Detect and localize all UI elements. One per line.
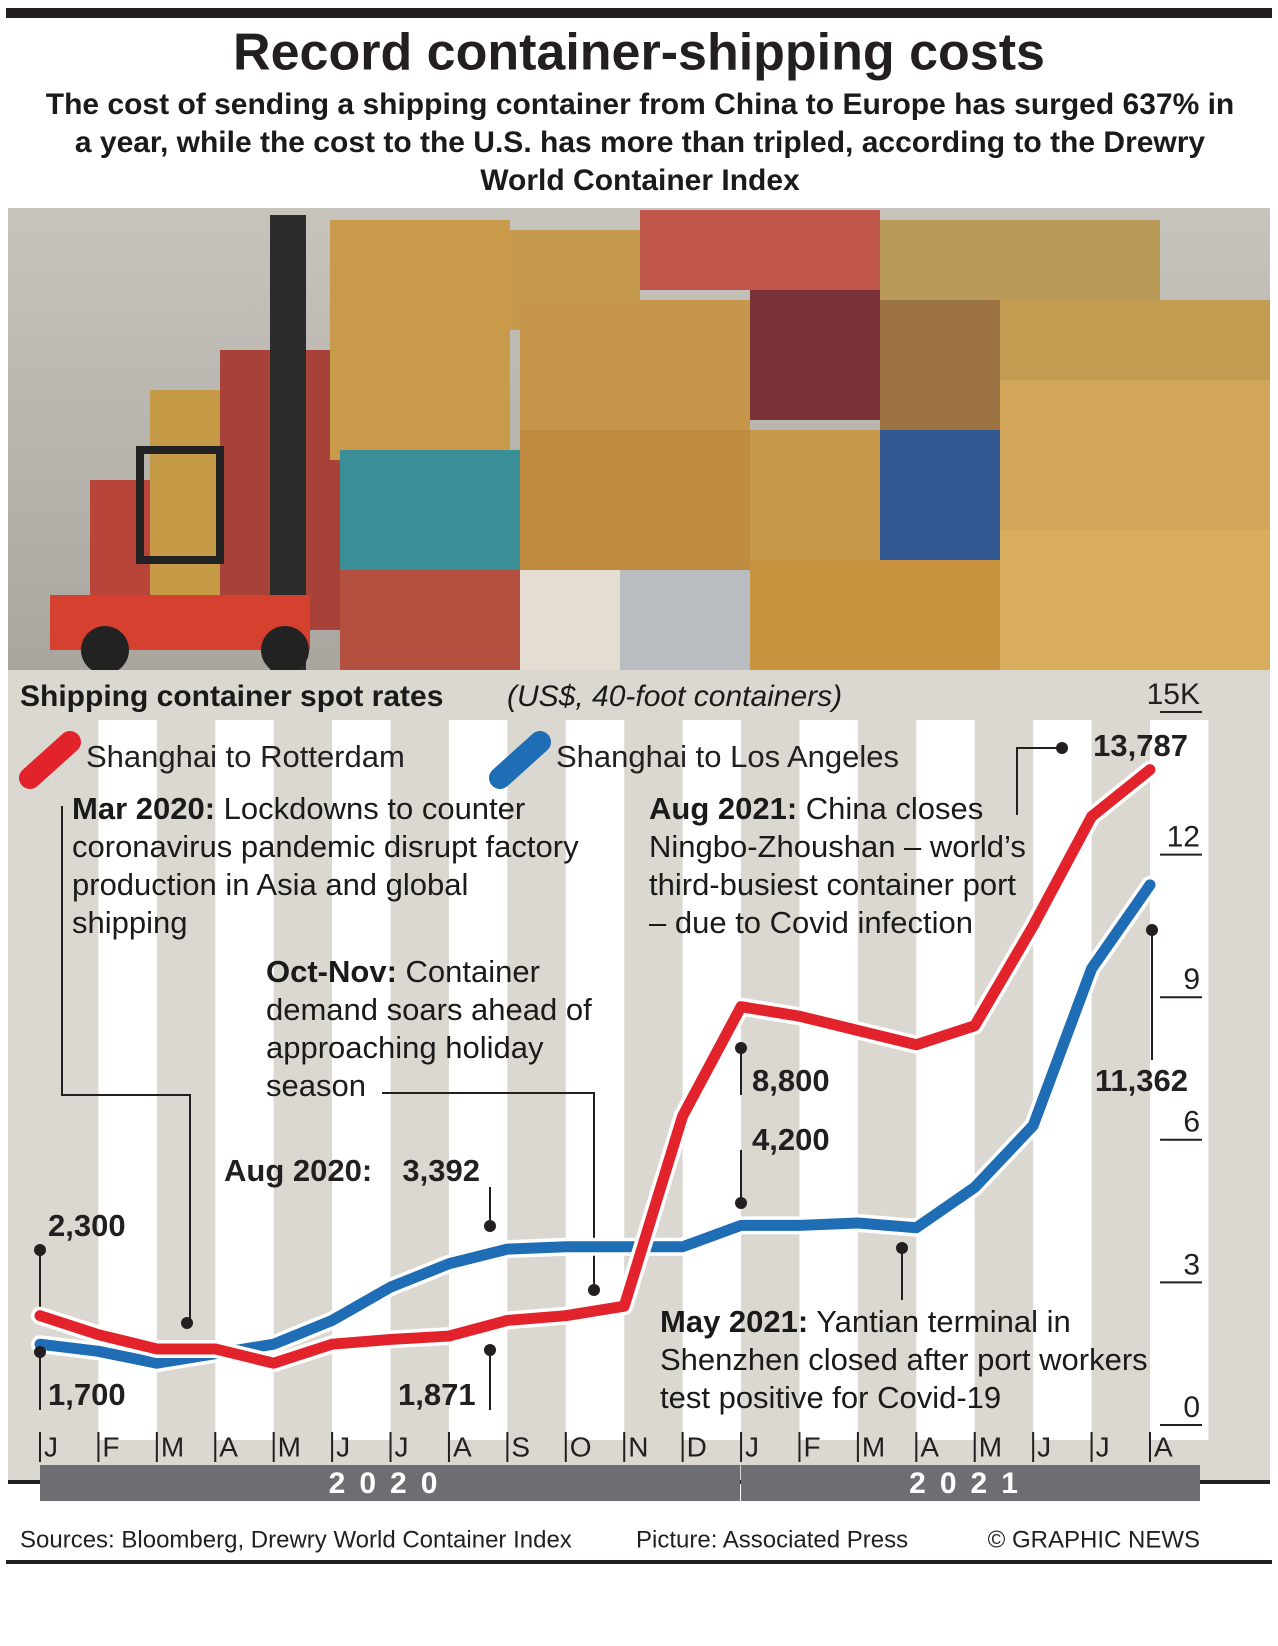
x-tick-label: J — [44, 1431, 58, 1462]
x-tick-label: M — [161, 1431, 184, 1462]
marker-dot — [1056, 742, 1068, 754]
y-tick-label: 9 — [1183, 963, 1200, 996]
value-label: 4,200 — [752, 1122, 830, 1157]
annotation: Mar 2020: Lockdowns to counter coronavir… — [72, 790, 592, 942]
value-label: 3,392 — [402, 1153, 480, 1188]
value-label: 2,300 — [48, 1208, 126, 1243]
top-rule — [6, 8, 1272, 18]
y-tick-label: 3 — [1183, 1248, 1200, 1281]
annotation: Aug 2021: China closes Ningbo-Zhoushan –… — [649, 790, 1029, 942]
annotation-dot — [181, 1317, 193, 1329]
y-tick-label: 15K — [1147, 678, 1200, 711]
x-tick-label: A — [453, 1431, 472, 1462]
year-label: 2021 — [909, 1467, 1032, 1500]
subtitle: The cost of sending a shipping container… — [45, 88, 1235, 197]
marker-dot — [484, 1220, 496, 1232]
x-tick-label: J — [395, 1431, 409, 1462]
annotation-text: Lockdowns to counter coronavirus pandemi… — [72, 791, 579, 940]
legend-label: Shanghai to Los Angeles — [556, 739, 899, 774]
month-stripe — [799, 720, 858, 1440]
x-tick-label: M — [979, 1431, 1002, 1462]
legend-swatch — [19, 731, 81, 789]
annotation-date: Mar 2020: — [72, 791, 216, 826]
x-tick-label: M — [278, 1431, 301, 1462]
value-label: 13,787 — [1093, 728, 1188, 763]
x-tick-label: A — [1154, 1431, 1173, 1462]
x-tick-label: F — [102, 1431, 119, 1462]
x-tick-label: A — [219, 1431, 238, 1462]
marker-dot — [34, 1346, 46, 1358]
photo — [8, 208, 1270, 674]
x-tick-label: A — [920, 1431, 939, 1462]
year-bar — [40, 1465, 741, 1501]
value-label: 1,700 — [48, 1377, 126, 1412]
unit-note: (US$, 40-foot containers) — [507, 680, 842, 713]
marker-dot — [735, 1197, 747, 1209]
annotation-date: May 2021: — [660, 1304, 809, 1339]
chart-title: Shipping container spot rates — [20, 680, 443, 713]
month-stripe — [916, 720, 975, 1440]
leader-lines — [39, 747, 1153, 1410]
marker-dot — [34, 1244, 46, 1256]
x-tick-label: N — [628, 1431, 648, 1462]
y-tick-label: 6 — [1183, 1106, 1200, 1139]
marker-dot — [1146, 924, 1158, 936]
year-bar — [741, 1465, 1200, 1501]
credit: © GRAPHIC NEWS — [988, 1526, 1200, 1553]
value-label: 8,800 — [752, 1063, 830, 1098]
y-tick-label: 12 — [1167, 821, 1200, 854]
marker-dot — [484, 1344, 496, 1356]
legend-swatch — [489, 731, 551, 789]
value-label: 1,871 — [398, 1377, 476, 1412]
marker-dot — [735, 1042, 747, 1054]
x-tick-label: J — [745, 1431, 759, 1462]
x-tick-label: S — [511, 1431, 530, 1462]
x-tick-label: D — [687, 1431, 707, 1462]
x-tick-label: M — [862, 1431, 885, 1462]
annotation: May 2021: Yantian terminal in Shenzhen c… — [660, 1303, 1180, 1417]
month-stripe — [215, 720, 274, 1440]
picture-credit: Picture: Associated Press — [636, 1526, 908, 1553]
x-tick-label: J — [1096, 1431, 1110, 1462]
year-label: 2020 — [329, 1467, 452, 1500]
y-tick-label: 0 — [1183, 1391, 1200, 1424]
annotation-text: China closes Ningbo-Zhoushan – world’s t… — [649, 791, 1026, 940]
month-stripe — [1150, 720, 1209, 1440]
x-tick-label: J — [336, 1431, 350, 1462]
title: Record container-shipping costs — [233, 24, 1045, 82]
legend-label: Shanghai to Rotterdam — [86, 739, 405, 774]
x-tick-label: F — [803, 1431, 820, 1462]
month-stripes — [98, 720, 1209, 1440]
annotation-dot — [896, 1242, 908, 1254]
annotation-date: Oct-Nov: — [266, 954, 397, 989]
annotation-text: Container demand soars ahead of approach… — [266, 954, 592, 1103]
annotation: Oct-Nov: Container demand soars ahead of… — [266, 953, 626, 1105]
footer-rule — [6, 1560, 1272, 1564]
x-tick-label: O — [570, 1431, 592, 1462]
annotation-dot — [588, 1284, 600, 1296]
line — [34, 764, 1156, 1369]
sources: Sources: Bloomberg, Drewry World Contain… — [20, 1526, 572, 1553]
annotation-text: Yantian terminal in Shenzhen closed afte… — [660, 1304, 1148, 1415]
value-label: 11,362 — [1095, 1063, 1188, 1098]
month-stripe — [98, 720, 157, 1440]
x-tick-label: J — [1037, 1431, 1051, 1462]
annotation-date: Aug 2021: — [649, 791, 798, 826]
annotation-date: Aug 2020: — [224, 1153, 372, 1188]
